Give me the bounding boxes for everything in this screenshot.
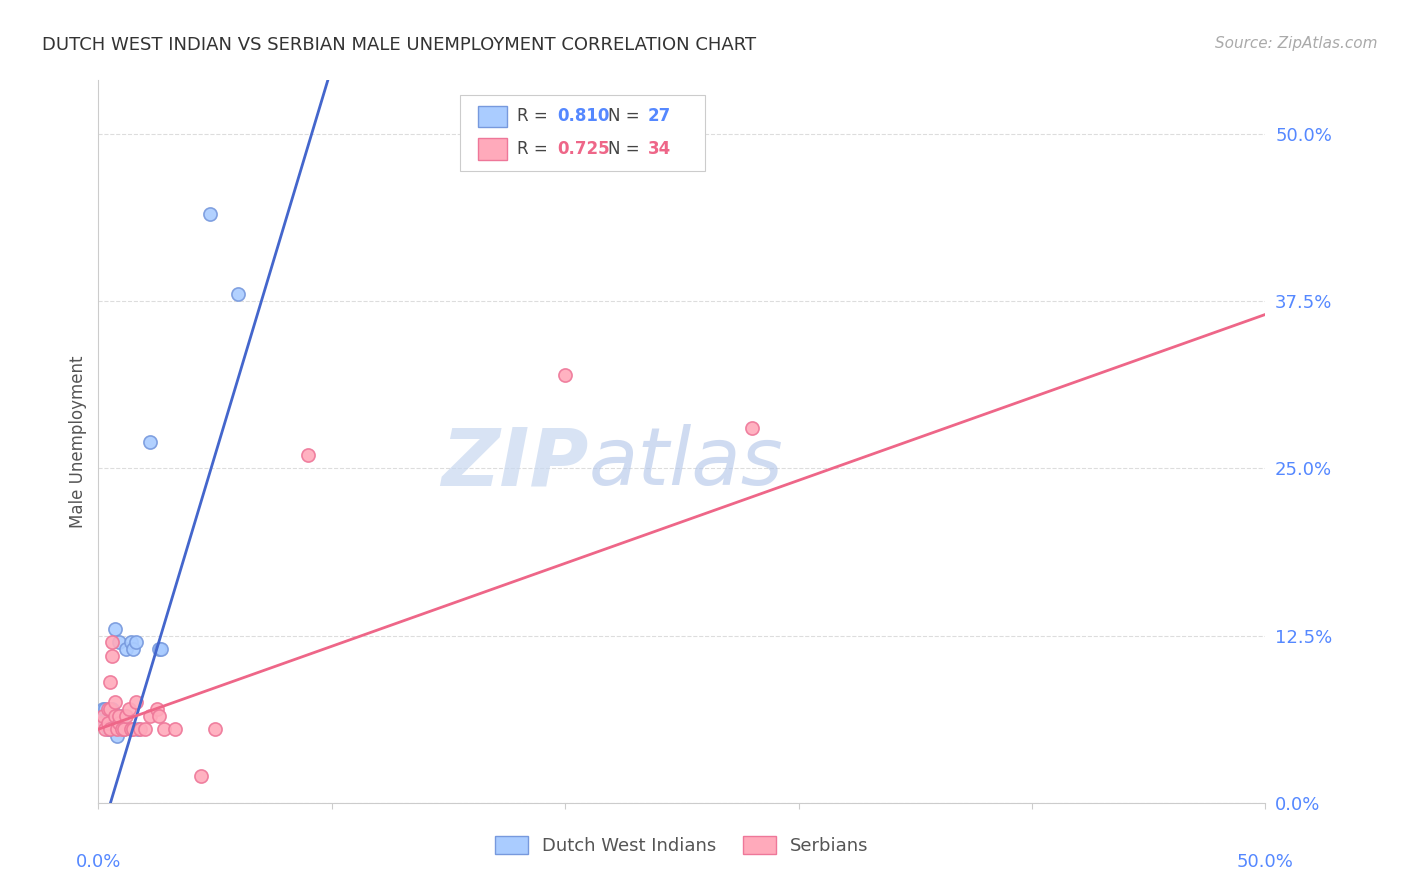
Point [112, 723, 135, 737]
Point [228, 287, 250, 301]
Point [94, 715, 117, 730]
Text: R =: R = [517, 140, 554, 158]
Point [554, 368, 576, 382]
Point [129, 723, 152, 737]
Point [108, 708, 131, 723]
Point [146, 702, 169, 716]
Point [152, 723, 174, 737]
Point [97, 723, 120, 737]
Text: 34: 34 [648, 140, 671, 158]
Point [101, 648, 124, 663]
Y-axis label: Male Unemployment: Male Unemployment [69, 355, 87, 528]
Point [148, 708, 170, 723]
Point [104, 723, 127, 737]
Point [105, 723, 128, 737]
Text: atlas: atlas [589, 425, 783, 502]
Point [111, 723, 134, 737]
Point [97, 702, 120, 716]
Text: 0.0%: 0.0% [76, 854, 121, 871]
Point [97, 708, 120, 723]
Point [120, 635, 142, 649]
Point [200, 207, 222, 221]
Point [91, 702, 114, 716]
Text: Source: ZipAtlas.com: Source: ZipAtlas.com [1215, 36, 1378, 51]
Point [190, 769, 212, 783]
Point [122, 642, 145, 657]
FancyBboxPatch shape [460, 95, 706, 170]
Bar [478, 105, 508, 128]
Point [98, 723, 121, 737]
Point [150, 642, 173, 657]
Text: N =: N = [609, 140, 645, 158]
Point [139, 708, 162, 723]
Point [101, 715, 124, 730]
Point [91, 708, 114, 723]
Text: 50.0%: 50.0% [1237, 854, 1294, 871]
Text: 27: 27 [648, 107, 671, 126]
Point [98, 708, 121, 723]
Point [127, 723, 149, 737]
Point [118, 702, 141, 716]
Text: DUTCH WEST INDIAN VS SERBIAN MALE UNEMPLOYMENT CORRELATION CHART: DUTCH WEST INDIAN VS SERBIAN MALE UNEMPL… [42, 36, 756, 54]
Text: ZIP: ZIP [441, 425, 589, 502]
Point [101, 635, 124, 649]
Point [90, 708, 112, 723]
Point [105, 729, 128, 743]
Point [297, 448, 319, 462]
Point [134, 723, 156, 737]
Point [111, 708, 134, 723]
Point [139, 434, 162, 449]
Point [104, 622, 127, 636]
Point [115, 642, 138, 657]
Point [125, 635, 148, 649]
Point [125, 696, 148, 710]
Point [98, 702, 121, 716]
Point [98, 723, 121, 737]
Point [120, 723, 142, 737]
Text: R =: R = [517, 107, 554, 126]
Point [98, 715, 121, 730]
Point [165, 723, 187, 737]
Point [104, 708, 127, 723]
Text: N =: N = [609, 107, 645, 126]
Legend: Dutch West Indians, Serbians: Dutch West Indians, Serbians [488, 830, 876, 863]
Point [122, 723, 145, 737]
Text: 0.725: 0.725 [557, 140, 610, 158]
Point [115, 708, 138, 723]
Point [108, 635, 131, 649]
Point [108, 715, 131, 730]
Point [98, 675, 121, 690]
Point [97, 715, 120, 730]
Point [204, 723, 226, 737]
Bar [478, 138, 508, 160]
Point [104, 696, 127, 710]
Point [148, 642, 170, 657]
Text: 0.810: 0.810 [557, 107, 609, 126]
Point [90, 715, 112, 730]
Point [101, 702, 124, 716]
Point [741, 421, 763, 435]
Point [112, 723, 135, 737]
Point [94, 723, 117, 737]
Point [94, 702, 117, 716]
